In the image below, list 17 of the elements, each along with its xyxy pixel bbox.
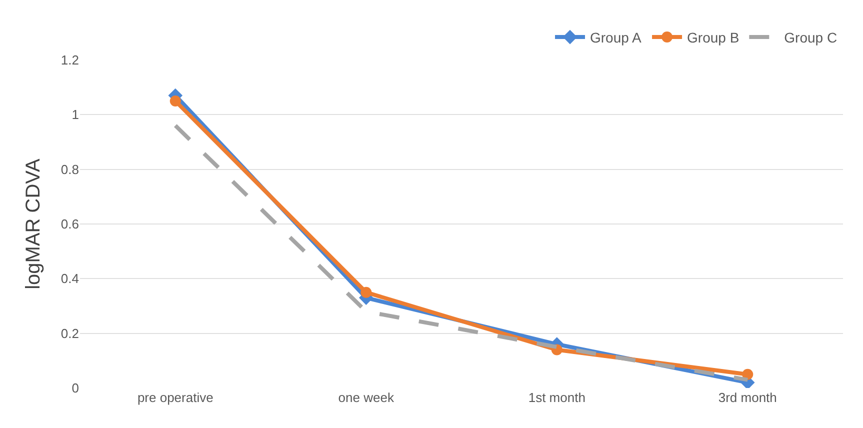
- y-tick-label: 0: [72, 380, 79, 396]
- x-tick-label: 3rd month: [718, 390, 777, 405]
- y-tick-label: 0.2: [60, 326, 79, 341]
- y-tick-label: 1.2: [60, 52, 79, 68]
- y-tick-label: 1: [72, 107, 79, 122]
- x-tick-label: 1st month: [528, 390, 586, 405]
- legend-label: Group B: [687, 30, 740, 46]
- point: [170, 96, 181, 106]
- y-axis-title: logMAR CDVA: [22, 158, 44, 290]
- point: [360, 286, 372, 298]
- legend-label: Group A: [590, 30, 642, 46]
- x-tick-label: pre operative: [137, 390, 214, 405]
- y-tick-label: 0.4: [60, 271, 79, 286]
- y-tick-label: 0.6: [60, 216, 79, 232]
- legend-label: Group C: [784, 30, 838, 46]
- y-tick-label: 0.8: [60, 162, 79, 177]
- x-tick-label: one week: [338, 390, 394, 405]
